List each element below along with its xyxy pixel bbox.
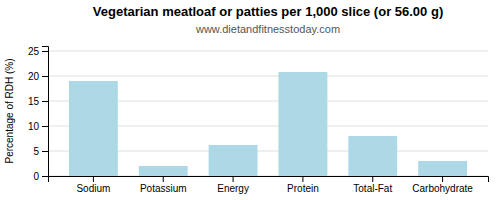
y-tick: 20 xyxy=(28,71,48,82)
y-tick: 0 xyxy=(33,171,48,182)
y-tick: 25 xyxy=(28,46,48,57)
x-tick: Protein xyxy=(287,176,319,194)
bars xyxy=(69,72,467,176)
x-axis: Sodium Potassium Energy Protein Total-Fat Car… xyxy=(49,176,489,194)
y-axis-title: Percentage of RDH (%) xyxy=(4,58,15,163)
bar xyxy=(139,166,188,176)
x-tick: Sodium xyxy=(76,176,110,194)
y-tick-mark xyxy=(42,176,48,177)
x-axis-line xyxy=(49,177,489,183)
y-axis-line xyxy=(42,47,49,177)
x-tick-label: Potassium xyxy=(140,183,187,194)
y-tick-label: 5 xyxy=(33,146,39,157)
y-tick-mark xyxy=(42,126,48,127)
bar xyxy=(348,136,397,176)
x-tick-mark xyxy=(372,176,373,182)
x-tick: Energy xyxy=(217,176,249,194)
y-tick-label: 15 xyxy=(28,96,40,107)
x-tick-mark xyxy=(302,176,303,182)
x-tick-mark xyxy=(233,176,234,182)
subtitle: www.dietandfitnesstoday.com xyxy=(195,23,340,35)
x-tick-mark xyxy=(163,176,164,182)
x-tick-label: Protein xyxy=(287,183,319,194)
y-axis: 0 5 10 15 20 25 xyxy=(28,46,49,182)
x-tick-mark xyxy=(93,176,94,182)
bar xyxy=(69,81,118,176)
y-tick-mark xyxy=(42,101,48,102)
y-tick: 10 xyxy=(28,121,48,132)
y-tick-label: 20 xyxy=(28,71,40,82)
grid-line xyxy=(48,76,488,77)
x-tick-mark xyxy=(442,176,443,182)
title: Vegetarian meatloaf or patties per 1,000… xyxy=(93,4,443,19)
y-tick: 15 xyxy=(28,96,48,107)
bar xyxy=(278,72,327,176)
x-tick-label: Sodium xyxy=(76,183,110,194)
grid-line xyxy=(48,51,488,52)
y-tick-mark xyxy=(42,76,48,77)
y-tick-label: 10 xyxy=(28,121,40,132)
chart-svg: Vegetarian meatloaf or patties per 1,000… xyxy=(0,0,500,200)
y-tick-mark xyxy=(42,151,48,152)
x-tick: Carbohydrate xyxy=(412,176,473,194)
bar xyxy=(418,161,467,176)
x-tick-label: Carbohydrate xyxy=(412,183,473,194)
y-tick-label: 25 xyxy=(28,46,40,57)
y-tick: 5 xyxy=(33,146,48,157)
x-tick-label: Energy xyxy=(217,183,249,194)
bar xyxy=(209,145,258,176)
grid xyxy=(48,51,488,176)
x-tick: Total-Fat xyxy=(353,176,392,194)
y-tick-label: 0 xyxy=(33,171,39,182)
x-tick-label: Total-Fat xyxy=(353,183,392,194)
y-tick-mark xyxy=(42,51,48,52)
chart-container: Vegetarian meatloaf or patties per 1,000… xyxy=(0,0,500,200)
x-tick: Potassium xyxy=(140,176,187,194)
